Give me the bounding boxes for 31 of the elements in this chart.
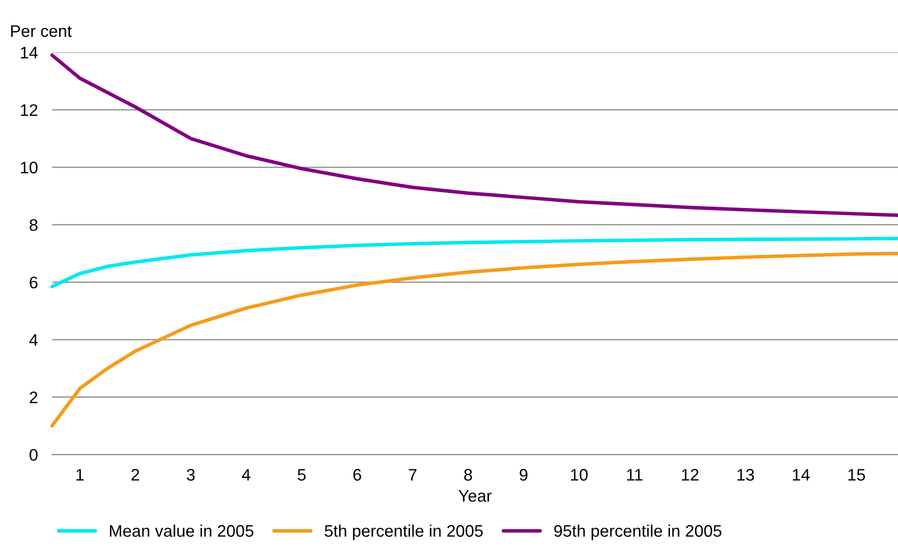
x-tick-label: 4 xyxy=(242,469,250,481)
x-axis-title: Year xyxy=(458,490,492,502)
y-tick-label: 10 xyxy=(20,162,38,174)
x-tick-label: 5 xyxy=(298,469,306,481)
x-tick-label: 15 xyxy=(848,469,865,481)
line-series xyxy=(50,236,898,288)
x-tick-label: 2 xyxy=(131,468,140,481)
y-tick-label: 2 xyxy=(30,392,38,404)
line-series xyxy=(50,53,898,217)
legend-label: 5th percentile in 2005 xyxy=(324,524,483,540)
y-tick-label: 8 xyxy=(30,219,38,231)
y-tick-label: 0 xyxy=(30,448,38,461)
x-tick-label: 7 xyxy=(408,469,416,481)
x-tick-label: 12 xyxy=(682,468,698,481)
legend-label: Mean value in 2005 xyxy=(110,524,254,537)
x-tick-label: 14 xyxy=(792,469,810,481)
legend-label: 95th percentile in 2005 xyxy=(554,524,722,540)
y-tick-label: 4 xyxy=(29,334,38,346)
y-tick-label: 6 xyxy=(30,276,38,288)
y-axis-title: Per cent xyxy=(11,25,72,37)
x-tick-label: 8 xyxy=(464,468,472,481)
x-tick-label: 6 xyxy=(353,468,362,481)
x-tick-label: 3 xyxy=(186,468,195,481)
x-tick-label: 11 xyxy=(627,469,642,481)
y-tick-label: 12 xyxy=(20,104,38,116)
x-tick-label: 9 xyxy=(520,468,528,481)
x-tick-label: 1 xyxy=(76,469,84,481)
y-tick-label: 14 xyxy=(20,46,38,58)
line-series xyxy=(50,252,898,428)
x-tick-label: 10 xyxy=(571,468,588,481)
x-tick-label: 13 xyxy=(737,468,754,481)
